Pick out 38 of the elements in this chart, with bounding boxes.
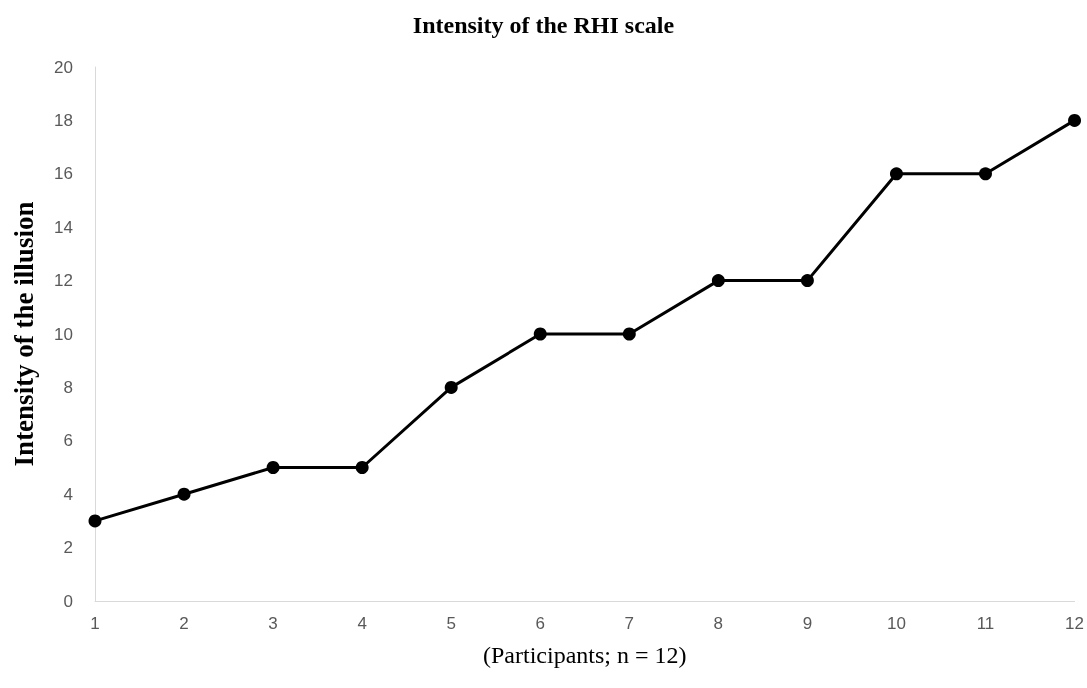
x-tick-label: 3	[268, 614, 278, 633]
x-tick-label: 9	[802, 614, 813, 633]
x-tick-label: 1	[90, 614, 100, 633]
point	[889, 167, 903, 181]
x-tick-label: 10	[886, 614, 906, 633]
y-tick-label: 2	[63, 538, 73, 558]
x-tick-label: 4	[357, 614, 367, 633]
x-tick-label: 7	[624, 614, 635, 633]
x-tick-label: 8	[713, 614, 724, 633]
y-tick-label: 8	[63, 377, 73, 397]
point	[800, 274, 814, 288]
point	[266, 461, 280, 474]
y-axis-title: Intensity of the illusion	[8, 201, 39, 467]
x-tick-label: 2	[179, 614, 189, 633]
point	[711, 274, 725, 288]
y-tick-label: 0	[63, 591, 73, 611]
x-tick-label: 5	[446, 614, 456, 633]
point	[1068, 113, 1082, 127]
point	[177, 487, 191, 501]
y-tick-label: 18	[54, 110, 73, 130]
x-tick-label: 11	[976, 614, 995, 633]
y-tick-label: 16	[54, 164, 73, 184]
point	[979, 167, 992, 181]
point	[88, 514, 102, 528]
y-tick-label: 6	[63, 431, 73, 451]
y-tick-label: 4	[63, 484, 73, 504]
y-tick-label: 10	[54, 324, 73, 344]
x-tick-label: 12	[1065, 614, 1085, 633]
chart-title: Intensity of the RHI scale	[412, 12, 675, 38]
x-axis-title: (Participants; n = 12)	[483, 642, 687, 668]
point	[444, 380, 458, 394]
point	[533, 327, 547, 341]
point	[622, 327, 636, 341]
y-tick-label: 14	[54, 217, 73, 237]
y-tick-label: 12	[54, 271, 73, 291]
y-tick-label: 20	[54, 57, 73, 77]
x-tick-label: 6	[535, 614, 545, 633]
point	[355, 461, 369, 474]
